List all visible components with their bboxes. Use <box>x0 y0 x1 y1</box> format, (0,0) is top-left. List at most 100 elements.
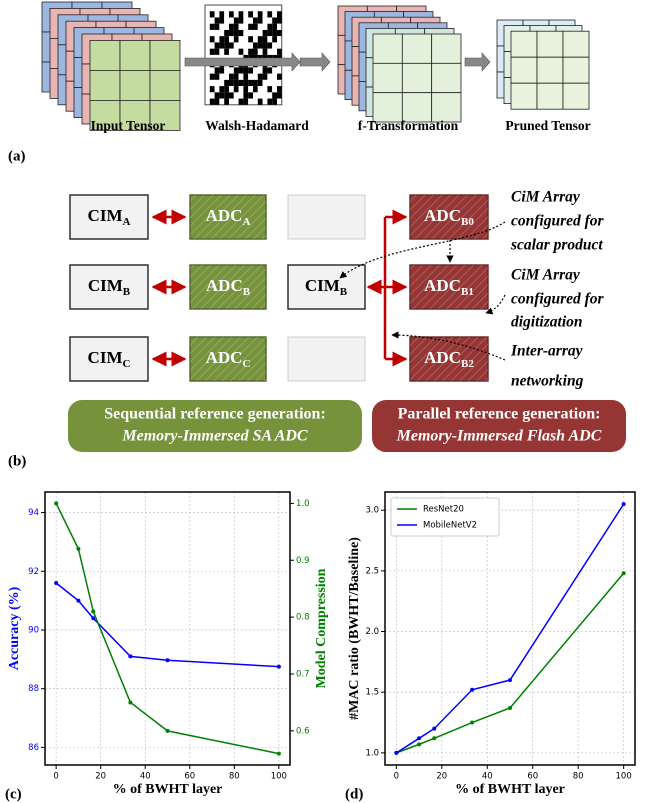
hadamard-cell <box>243 80 248 86</box>
placeholder-block <box>288 337 365 381</box>
hadamard-cell <box>210 5 215 11</box>
tensor-cell <box>537 57 563 83</box>
hadamard-cell <box>219 99 224 105</box>
hadamard-cell <box>253 92 258 98</box>
hadamard-cell <box>258 86 263 92</box>
hadamard-cell <box>253 49 258 55</box>
hadamard-cell <box>277 99 282 105</box>
hadamard-cell <box>205 49 210 55</box>
hadamard-cell <box>229 30 234 36</box>
hadamard-cell <box>248 49 253 55</box>
data-point <box>470 721 474 725</box>
hadamard-cell <box>243 42 248 48</box>
tensor-cell <box>432 34 461 63</box>
hadamard-cell <box>219 36 224 42</box>
hadamard-cell <box>272 74 277 80</box>
hadamard-cell <box>229 17 234 23</box>
hadamard-cell <box>239 67 244 73</box>
annotation: CiM Array <box>511 267 580 284</box>
x-tick-label: 40 <box>482 772 493 782</box>
hadamard-cell <box>210 17 215 23</box>
hadamard-cell <box>239 92 244 98</box>
panel-label: (c) <box>5 786 22 802</box>
hadamard-cell <box>215 49 220 55</box>
adc-label-sub: B0 <box>461 216 474 228</box>
data-point <box>76 547 80 551</box>
hadamard-cell <box>272 80 277 86</box>
hadamard-cell <box>219 24 224 30</box>
x-tick-label: 100 <box>616 772 632 782</box>
data-point <box>470 688 474 692</box>
x-tick-label: 80 <box>229 772 240 782</box>
hadamard-cell <box>219 5 224 11</box>
hadamard-cell <box>243 92 248 98</box>
hadamard-cell <box>263 24 268 30</box>
adc-label-sub: B2 <box>461 358 474 370</box>
hadamard-cell <box>219 30 224 36</box>
hadamard-cell <box>243 86 248 92</box>
hadamard-cell <box>267 86 272 92</box>
flow-arrow <box>300 53 330 71</box>
cim-label-sub: C <box>123 358 131 370</box>
hadamard-cell <box>219 80 224 86</box>
hadamard-cell <box>229 24 234 30</box>
x-tick-label: 20 <box>436 772 447 782</box>
hadamard-cell <box>234 86 239 92</box>
banner-title: Sequential reference generation: <box>104 406 326 423</box>
tensor-caption: Pruned Tensor <box>505 118 590 133</box>
annotation: scalar product <box>510 237 603 254</box>
pointer <box>486 295 505 313</box>
hadamard-cell <box>263 67 268 73</box>
hadamard-cell <box>210 49 215 55</box>
placeholder-block <box>288 195 365 239</box>
hadamard-cell <box>253 67 258 73</box>
hadamard-cell <box>224 92 229 98</box>
hadamard-cell <box>258 80 263 86</box>
hadamard-cell <box>234 99 239 105</box>
hadamard-cell <box>205 5 210 11</box>
y-tick-label: 1.0 <box>365 748 379 758</box>
hadamard-cell <box>277 67 282 73</box>
hadamard-cell <box>224 36 229 42</box>
y-axis-label: Accuracy (%) <box>7 586 22 670</box>
hadamard-cell <box>277 86 282 92</box>
hadamard-cell <box>272 36 277 42</box>
hadamard-cell <box>263 17 268 23</box>
adc-label-main: ADC <box>424 206 461 225</box>
tensor-cell <box>402 34 431 63</box>
hadamard-cell <box>277 36 282 42</box>
hadamard-cell <box>263 92 268 98</box>
hadamard-cell <box>248 92 253 98</box>
x-tick-label: 60 <box>527 772 538 782</box>
hadamard-cell <box>248 5 253 11</box>
hadamard-cell <box>210 92 215 98</box>
data-point <box>54 501 58 505</box>
y-tick-label: 92 <box>28 567 39 577</box>
hadamard-cell <box>248 67 253 73</box>
data-point <box>166 658 170 662</box>
y-tick-label: 3.0 <box>365 506 379 516</box>
hadamard-cell <box>248 42 253 48</box>
annotation: networking <box>511 373 584 390</box>
hadamard-cell <box>239 74 244 80</box>
data-point <box>508 678 512 682</box>
x-axis-label: % of BWHT layer <box>113 782 223 797</box>
hadamard-cell <box>267 11 272 17</box>
hadamard-cell <box>239 80 244 86</box>
hadamard-cell <box>253 30 258 36</box>
hadamard-cell <box>267 92 272 98</box>
hadamard-cell <box>210 11 215 17</box>
adc-label-main: ADC <box>206 348 243 367</box>
hadamard-cell <box>263 86 268 92</box>
hadamard-cell <box>258 99 263 105</box>
tensor-cell <box>511 31 537 57</box>
hadamard-cell <box>215 86 220 92</box>
hadamard-cell <box>258 36 263 42</box>
hadamard-cell <box>239 86 244 92</box>
banner-subtitle: Memory-Immersed Flash ADC <box>396 428 602 445</box>
hadamard-cell <box>229 5 234 11</box>
annotation: configured for <box>511 291 605 308</box>
adc-label-sub: B1 <box>461 286 474 298</box>
y-tick-label: 1.5 <box>365 688 379 698</box>
hadamard-cell <box>210 36 215 42</box>
